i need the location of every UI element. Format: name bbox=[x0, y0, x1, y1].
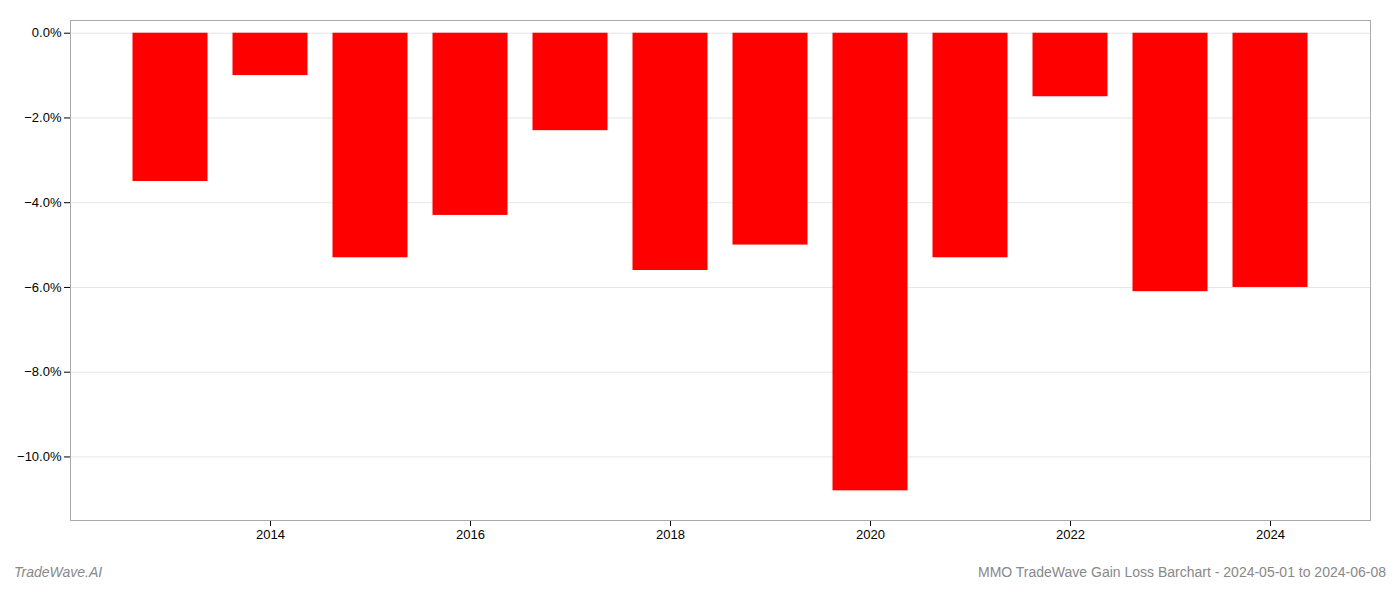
svg-text:−4.0%: −4.0% bbox=[24, 195, 62, 210]
svg-text:2022: 2022 bbox=[1056, 527, 1085, 542]
html-text:TradeWave.AI: TradeWave.AI bbox=[14, 564, 103, 580]
svg-text:−8.0%: −8.0% bbox=[24, 364, 62, 379]
svg-text:2014: 2014 bbox=[256, 527, 285, 542]
svg-text:2018: 2018 bbox=[656, 527, 685, 542]
html-text:MMO TradeWave Gain Loss Barcha: MMO TradeWave Gain Loss Barchart - 2024-… bbox=[978, 564, 1386, 580]
svg-text:2020: 2020 bbox=[856, 527, 885, 542]
svg-text:2016: 2016 bbox=[456, 527, 485, 542]
svg-text:−2.0%: −2.0% bbox=[24, 110, 62, 125]
svg-text:−6.0%: −6.0% bbox=[24, 280, 62, 295]
svg-text:−10.0%: −10.0% bbox=[17, 449, 62, 464]
svg-text:2024: 2024 bbox=[1256, 527, 1285, 542]
svg-text:0.0%: 0.0% bbox=[32, 25, 62, 40]
